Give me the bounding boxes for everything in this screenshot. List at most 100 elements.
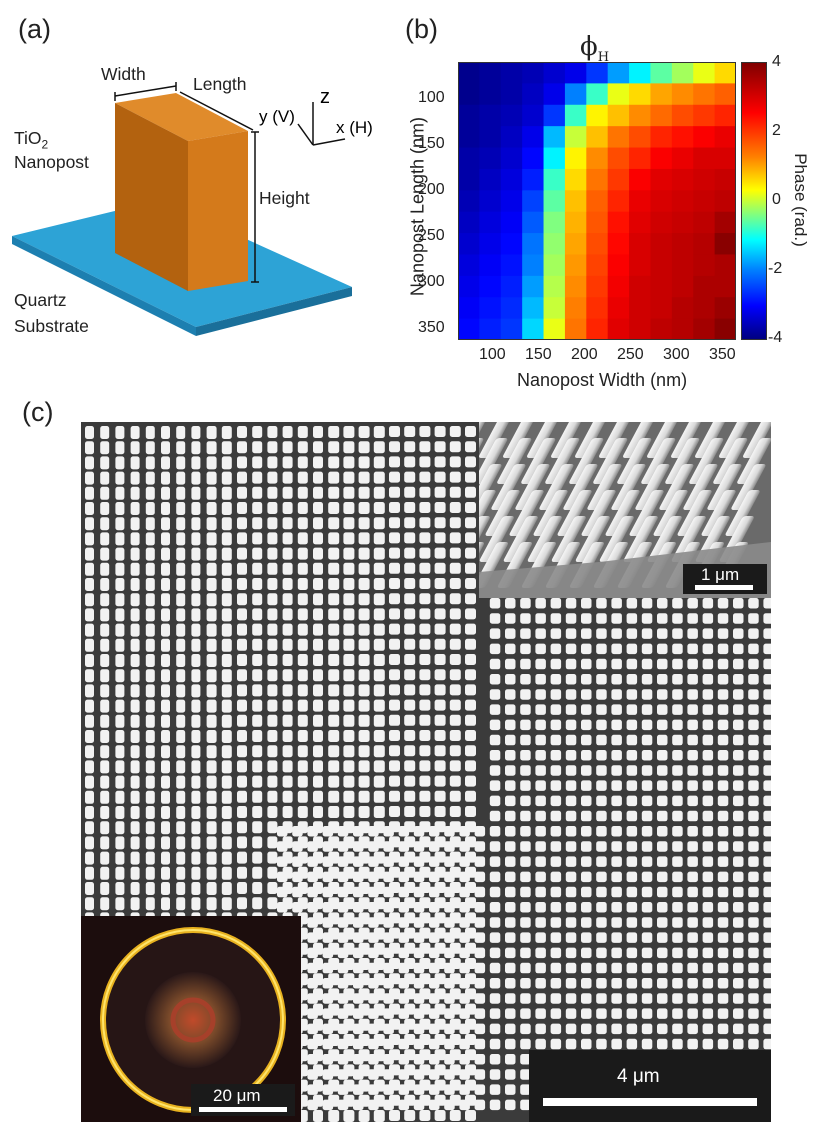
sem-post: [206, 517, 217, 531]
sem-post: [717, 734, 729, 746]
sem-post: [328, 517, 340, 530]
sem-post: [267, 654, 278, 666]
tilted-post: [479, 516, 490, 562]
sem-post: [596, 841, 607, 852]
sem-post: [176, 532, 186, 546]
sem-post: [313, 730, 323, 742]
sem-post: [373, 517, 385, 530]
sem-post: [641, 1038, 653, 1050]
sem-post: [444, 886, 455, 898]
sem-post: [444, 841, 455, 852]
sem-post: [733, 947, 744, 959]
sem-post: [191, 517, 201, 531]
sem-post: [337, 1084, 349, 1095]
sem-post: [520, 1023, 531, 1035]
sem-post: [328, 730, 340, 742]
tilted-sem-inset: 1 μm: [479, 422, 771, 598]
sem-post: [465, 775, 476, 787]
sem-post: [100, 532, 110, 546]
sem-post: [505, 932, 516, 943]
sem-post: [115, 426, 125, 439]
sem-post: [267, 821, 278, 834]
sem-post: [237, 699, 247, 712]
sem-post: [130, 790, 140, 804]
sem-post: [535, 674, 546, 685]
tilted-post: [575, 516, 610, 562]
heatmap-cell: [479, 233, 502, 255]
sem-post: [85, 532, 94, 546]
heatmap-cell: [543, 211, 566, 234]
sem-post: [307, 871, 318, 883]
sem-post: [489, 658, 501, 670]
sem-post: [449, 714, 461, 726]
sem-post: [221, 502, 232, 515]
sem-post: [337, 1099, 349, 1111]
sem-post: [611, 1023, 622, 1035]
sem-post: [221, 866, 232, 880]
sem-post: [505, 674, 516, 685]
sem-post: [389, 806, 400, 817]
sem-post: [434, 532, 446, 544]
sem-post: [626, 765, 638, 776]
sem-post: [383, 841, 394, 852]
sem-post: [322, 993, 334, 1004]
sem-post: [748, 1038, 759, 1050]
sem-post: [672, 658, 683, 670]
sem-post: [206, 684, 217, 698]
sem-post: [176, 593, 186, 607]
sem-post: [520, 1038, 531, 1050]
sem-post: [672, 765, 683, 776]
sem-post: [550, 765, 562, 776]
heatmap-cell: [522, 104, 545, 127]
heatmap-cell: [714, 126, 737, 149]
heatmap-cell: [564, 297, 587, 320]
sem-post: [389, 456, 400, 468]
sem-post: [611, 1008, 622, 1019]
sem-post: [687, 978, 698, 989]
sem-post: [465, 502, 476, 513]
sem-post: [465, 790, 476, 802]
heatmap-cell: [500, 254, 523, 277]
sem-post: [176, 775, 186, 789]
sem-post: [459, 1038, 470, 1050]
post-top: [115, 93, 248, 141]
sem-post: [449, 745, 461, 757]
sem-post: [489, 765, 501, 776]
sem-post: [550, 1038, 562, 1050]
sem-post: [444, 993, 455, 1004]
sem-post: [763, 947, 771, 959]
sem-post: [641, 765, 653, 776]
sem-post: [717, 643, 729, 655]
heatmap-cell: [543, 168, 566, 191]
sem-post: [404, 426, 416, 437]
sem-post: [145, 426, 155, 439]
sem-post: [657, 917, 668, 928]
tilted-post: [635, 464, 670, 510]
sem-post: [672, 1008, 683, 1019]
sem-post: [343, 623, 355, 636]
sem-post: [565, 1008, 577, 1019]
sem-post: [641, 750, 653, 761]
sem-post: [322, 886, 334, 898]
sem-post: [206, 836, 217, 850]
sem-post: [322, 962, 334, 974]
sem-post: [130, 836, 140, 850]
sem-post: [611, 962, 622, 974]
sem-post: [191, 821, 201, 835]
sem-post: [343, 517, 355, 530]
tilted-post: [707, 464, 742, 510]
sem-post: [237, 821, 247, 834]
sem-post: [474, 917, 486, 928]
sem-post: [383, 1069, 394, 1080]
sem-post: [535, 962, 546, 974]
sem-post: [206, 882, 217, 895]
sem-post: [313, 502, 323, 514]
sem-post: [383, 962, 394, 974]
sem-post: [206, 486, 217, 500]
sem-post: [252, 897, 263, 910]
sem-post: [297, 547, 308, 560]
sem-post: [565, 598, 577, 609]
sem-post: [763, 1038, 771, 1050]
sem-post: [337, 1069, 349, 1080]
focal-ring: [100, 927, 286, 1113]
